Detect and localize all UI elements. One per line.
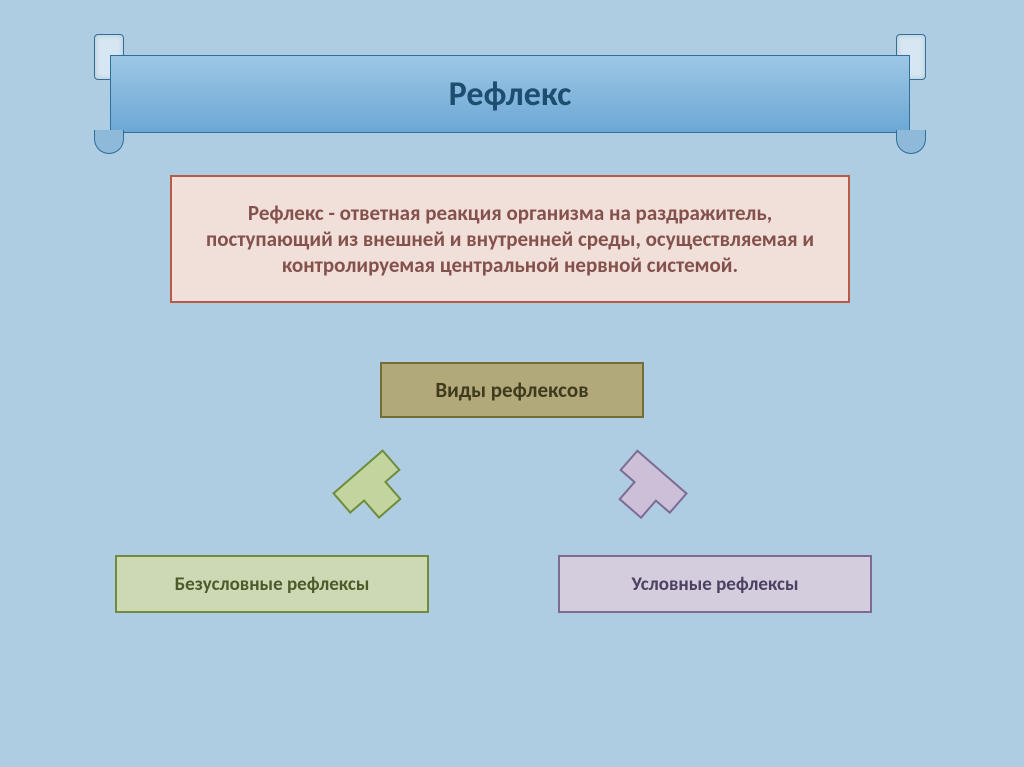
types-label: Виды рефлексов [435,377,588,403]
title-banner: Рефлекс [110,55,910,133]
leaf-box-unconditional: Безусловные рефлексы [115,555,429,613]
leaf-box-conditional: Условные рефлексы [558,555,872,613]
arrow-left-icon [332,444,412,532]
leaf-label-unconditional: Безусловные рефлексы [175,573,370,596]
arrow-right-icon [610,444,690,532]
leaf-label-conditional: Условные рефлексы [631,573,798,596]
definition-box: Рефлекс - ответная реакция организма на … [170,175,850,303]
definition-text: Рефлекс - ответная реакция организма на … [200,200,820,279]
types-box: Виды рефлексов [380,362,644,418]
title-text: Рефлекс [449,74,572,115]
